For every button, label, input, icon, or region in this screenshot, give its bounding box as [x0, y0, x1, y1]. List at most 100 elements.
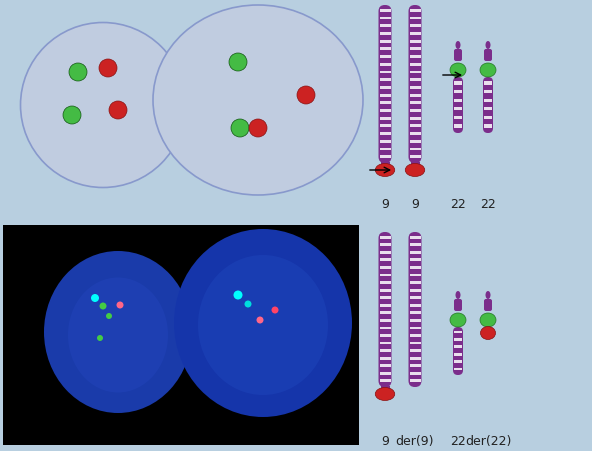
- Bar: [379, 379, 391, 382]
- Bar: [410, 101, 420, 104]
- Bar: [484, 90, 492, 93]
- Bar: [410, 311, 420, 314]
- Ellipse shape: [229, 53, 247, 71]
- Bar: [410, 349, 420, 352]
- Ellipse shape: [480, 63, 496, 77]
- Text: 22: 22: [480, 198, 496, 211]
- Bar: [379, 334, 391, 337]
- Bar: [454, 331, 462, 333]
- Bar: [484, 116, 492, 119]
- Ellipse shape: [117, 302, 124, 308]
- Text: 22: 22: [450, 198, 466, 211]
- Bar: [379, 140, 391, 143]
- Bar: [410, 289, 420, 291]
- Bar: [410, 342, 420, 345]
- Bar: [379, 9, 391, 12]
- Ellipse shape: [174, 229, 352, 417]
- Bar: [379, 124, 391, 127]
- Bar: [379, 372, 391, 375]
- Bar: [379, 364, 391, 367]
- Ellipse shape: [21, 23, 185, 188]
- Bar: [410, 327, 420, 329]
- Ellipse shape: [69, 63, 87, 81]
- Ellipse shape: [63, 106, 81, 124]
- Ellipse shape: [99, 303, 107, 309]
- Bar: [379, 78, 391, 81]
- Bar: [379, 94, 391, 97]
- Ellipse shape: [375, 387, 395, 400]
- Bar: [410, 47, 420, 50]
- Bar: [410, 32, 420, 35]
- Text: 9: 9: [381, 435, 389, 448]
- Bar: [410, 70, 420, 74]
- Ellipse shape: [297, 86, 315, 104]
- Bar: [410, 162, 420, 171]
- Ellipse shape: [480, 313, 496, 327]
- Bar: [379, 70, 391, 74]
- Text: der(22): der(22): [465, 435, 511, 448]
- Bar: [379, 101, 391, 104]
- Bar: [379, 244, 391, 246]
- Bar: [379, 32, 391, 35]
- Bar: [410, 244, 420, 246]
- Bar: [454, 81, 462, 84]
- Bar: [379, 132, 391, 135]
- Bar: [410, 132, 420, 135]
- FancyBboxPatch shape: [453, 327, 463, 375]
- Bar: [379, 17, 391, 19]
- Bar: [484, 107, 492, 110]
- Ellipse shape: [485, 41, 491, 49]
- Ellipse shape: [97, 335, 103, 341]
- Ellipse shape: [244, 300, 252, 308]
- FancyBboxPatch shape: [378, 232, 391, 387]
- FancyBboxPatch shape: [454, 49, 462, 61]
- Bar: [454, 90, 462, 93]
- Ellipse shape: [68, 277, 168, 392]
- Bar: [379, 296, 391, 299]
- Bar: [379, 251, 391, 254]
- Bar: [379, 86, 391, 89]
- Bar: [379, 55, 391, 58]
- Bar: [410, 379, 420, 382]
- FancyBboxPatch shape: [378, 5, 391, 163]
- Bar: [3, 225, 359, 445]
- Ellipse shape: [375, 164, 395, 176]
- Bar: [379, 274, 391, 276]
- Bar: [410, 63, 420, 66]
- Ellipse shape: [256, 317, 263, 323]
- Bar: [379, 258, 391, 261]
- Bar: [379, 236, 391, 239]
- Bar: [410, 78, 420, 81]
- Bar: [410, 117, 420, 120]
- Bar: [410, 147, 420, 151]
- FancyBboxPatch shape: [408, 5, 422, 163]
- Bar: [379, 311, 391, 314]
- Text: der(9): der(9): [395, 435, 435, 448]
- Bar: [379, 147, 391, 151]
- Ellipse shape: [109, 101, 127, 119]
- Bar: [410, 251, 420, 254]
- FancyBboxPatch shape: [483, 77, 493, 133]
- Bar: [379, 63, 391, 66]
- Text: 9: 9: [411, 198, 419, 211]
- Bar: [410, 357, 420, 359]
- Bar: [454, 345, 462, 348]
- Ellipse shape: [455, 291, 461, 299]
- Bar: [454, 107, 462, 110]
- Bar: [379, 349, 391, 352]
- Bar: [379, 155, 391, 158]
- FancyBboxPatch shape: [453, 77, 463, 133]
- Ellipse shape: [91, 294, 99, 302]
- Ellipse shape: [481, 327, 496, 340]
- Ellipse shape: [450, 63, 466, 77]
- Bar: [379, 40, 391, 42]
- Bar: [410, 304, 420, 307]
- Text: 22: 22: [450, 435, 466, 448]
- Bar: [410, 319, 420, 322]
- Ellipse shape: [44, 251, 192, 413]
- Bar: [410, 109, 420, 112]
- Bar: [484, 98, 492, 102]
- FancyBboxPatch shape: [484, 299, 492, 311]
- Bar: [454, 353, 462, 356]
- Bar: [410, 296, 420, 299]
